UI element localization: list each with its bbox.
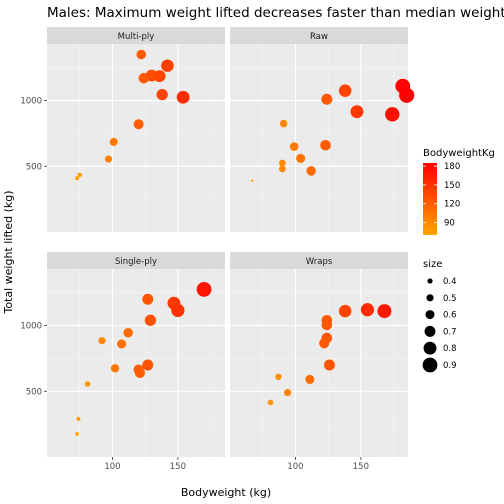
data-point <box>305 374 315 384</box>
color-bar-label: 90 <box>444 218 455 228</box>
color-bar-label: 120 <box>444 200 460 210</box>
data-point <box>289 142 299 151</box>
x-tick-label: 100 <box>287 462 303 472</box>
data-point <box>284 389 292 397</box>
data-point <box>360 303 375 317</box>
color-bar <box>423 163 437 235</box>
panel-raw: Raw <box>230 27 415 232</box>
strip-background <box>47 252 225 269</box>
data-point <box>109 137 118 146</box>
data-point <box>338 304 352 318</box>
size-legend-key <box>422 357 438 373</box>
strip-label: Wraps <box>306 257 333 267</box>
data-point <box>320 139 331 151</box>
panel-background <box>47 44 225 232</box>
color-bar-label: 180 <box>444 162 460 172</box>
data-point <box>176 90 190 104</box>
data-point <box>296 153 306 163</box>
y-tick-label: 500 <box>26 162 42 172</box>
data-point <box>74 175 80 181</box>
data-point <box>104 155 113 163</box>
x-tick-label: 150 <box>170 462 186 472</box>
strip-background <box>230 27 408 44</box>
panel-single-ply: Single-ply 500 1000 100 150 <box>20 252 225 472</box>
strip-background <box>230 252 408 269</box>
size-legend-key <box>423 341 437 355</box>
data-point <box>142 293 154 305</box>
data-point <box>196 282 212 297</box>
data-point <box>133 119 144 130</box>
size-legend-label: 0.8 <box>443 344 457 354</box>
strip-label: Raw <box>310 32 328 42</box>
data-point <box>385 107 400 122</box>
size-legend-key <box>425 310 435 320</box>
data-point <box>323 359 335 371</box>
color-bar-label: 150 <box>444 181 460 191</box>
strip-label: Multi-ply <box>118 32 155 42</box>
y-axis-title: Total weight lifted (kg) <box>2 190 15 314</box>
facet-panels: Multi-ply 500 1000 Raw Single-ply 500 1000 100 1… <box>20 27 415 472</box>
strip-background <box>47 27 225 44</box>
data-point <box>278 159 286 167</box>
data-point <box>123 328 133 338</box>
data-point <box>267 399 274 406</box>
data-point <box>171 303 185 318</box>
data-point <box>76 416 81 421</box>
data-point <box>75 432 79 436</box>
data-point <box>84 381 91 387</box>
size-legend-label: 0.9 <box>443 361 457 371</box>
strip-label: Single-ply <box>115 257 157 267</box>
data-point <box>251 179 254 182</box>
data-point <box>98 337 106 345</box>
data-point <box>275 373 282 380</box>
data-point <box>77 172 82 178</box>
y-tick-label: 500 <box>26 387 42 397</box>
size-legend-label: 0.7 <box>443 327 457 337</box>
panel-background <box>230 44 408 232</box>
data-point <box>142 359 154 371</box>
data-point <box>321 332 333 344</box>
data-point <box>350 105 364 119</box>
data-point <box>306 166 316 176</box>
size-legend-label: 0.5 <box>443 294 457 304</box>
data-point <box>156 88 168 101</box>
data-point <box>161 59 174 72</box>
x-tick-label: 150 <box>353 462 369 472</box>
y-tick-label: 1000 <box>20 322 42 332</box>
data-point <box>136 49 147 60</box>
data-point <box>153 70 166 83</box>
data-point <box>278 165 286 173</box>
data-point <box>377 304 392 319</box>
y-tick-label: 1000 <box>20 97 42 107</box>
x-tick-label: 100 <box>104 462 120 472</box>
size-legend-title: size <box>423 259 442 270</box>
data-point <box>117 339 127 349</box>
size-legend-key <box>426 294 434 302</box>
data-point <box>144 314 157 326</box>
data-point <box>321 314 333 326</box>
data-point <box>110 364 120 373</box>
color-legend-title: BodyweightKg <box>423 148 495 159</box>
data-point <box>399 87 415 103</box>
panel-multi-ply: Multi-ply 500 1000 <box>20 27 225 232</box>
panel-background <box>47 269 225 457</box>
data-point <box>134 367 146 378</box>
panel-background <box>230 269 408 457</box>
size-legend-label: 0.6 <box>443 311 457 321</box>
x-axis-title: Bodyweight (kg) <box>181 486 271 499</box>
size-legend-key <box>427 278 433 284</box>
panel-wraps: Wraps 100 150 <box>230 252 408 472</box>
data-point <box>321 93 333 105</box>
data-point <box>279 119 288 128</box>
size-legend-label: 0.4 <box>443 277 457 287</box>
size-legend-key <box>424 325 436 337</box>
data-point <box>338 84 352 97</box>
chart-title: Males: Maximum weight lifted decreases f… <box>47 5 504 21</box>
